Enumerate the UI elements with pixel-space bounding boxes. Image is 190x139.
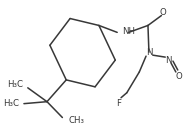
- Text: NH: NH: [122, 27, 135, 36]
- Text: H₃C: H₃C: [7, 80, 23, 89]
- Text: CH₃: CH₃: [68, 116, 84, 125]
- Text: H₃C: H₃C: [3, 99, 19, 108]
- Text: F: F: [116, 99, 121, 108]
- Text: O: O: [160, 8, 167, 17]
- Text: N: N: [146, 48, 152, 57]
- Text: O: O: [175, 72, 182, 81]
- Text: N: N: [165, 56, 171, 65]
